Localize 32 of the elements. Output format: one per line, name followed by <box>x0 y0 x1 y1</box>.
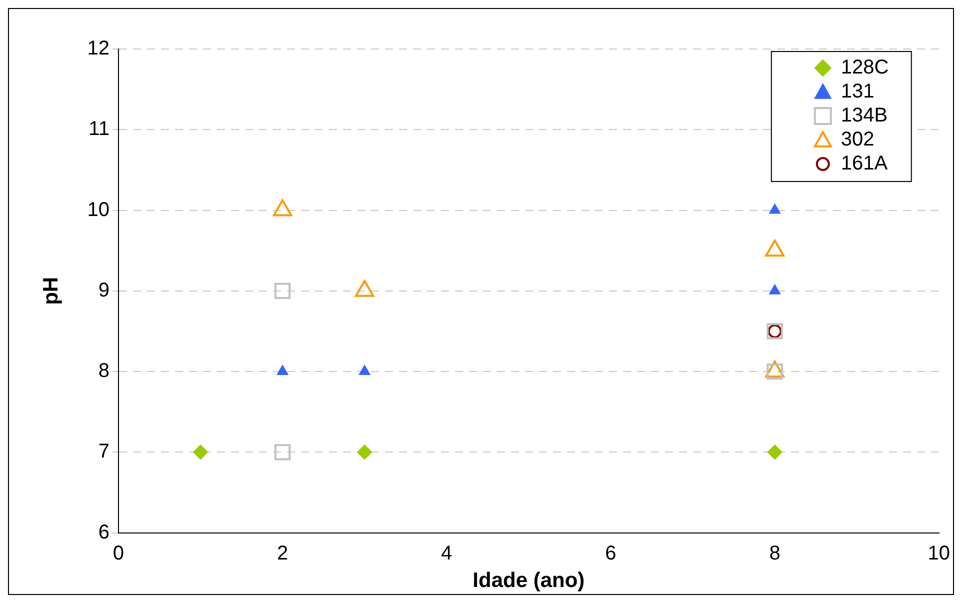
legend-label: 128C <box>840 56 889 79</box>
x-tick-label: 2 <box>276 542 288 564</box>
x-tick-label: 10 <box>928 542 950 564</box>
point <box>769 284 780 294</box>
y-tick-label: 11 <box>88 118 110 140</box>
point <box>192 444 208 460</box>
legend-label: 134B <box>840 104 888 127</box>
y-tick-label: 7 <box>98 440 110 463</box>
point <box>769 204 780 214</box>
y-tick-label: 9 <box>98 279 110 302</box>
legend-label: 131 <box>840 80 874 103</box>
y-axis-title: pH <box>39 276 62 305</box>
point <box>767 444 782 460</box>
y-tick-label: 10 <box>87 198 110 221</box>
point <box>276 365 288 376</box>
x-tick-label: 6 <box>605 542 616 564</box>
x-tick-label: 0 <box>112 542 124 564</box>
y-tick-label: 12 <box>87 38 110 60</box>
y-tick-label: 8 <box>98 360 110 382</box>
point <box>765 240 784 257</box>
x-tick-label: 4 <box>441 542 452 564</box>
point <box>272 199 292 216</box>
x-axis-title: Idade (ano) <box>472 569 585 592</box>
legend-label: 302 <box>840 128 874 151</box>
point <box>274 282 291 299</box>
point <box>358 365 370 376</box>
legend-label: 161A <box>840 152 888 175</box>
point <box>274 444 291 460</box>
x-tick-label: 8 <box>769 542 780 564</box>
point <box>354 280 374 297</box>
y-tick-label: 6 <box>98 521 110 544</box>
point <box>357 444 372 460</box>
